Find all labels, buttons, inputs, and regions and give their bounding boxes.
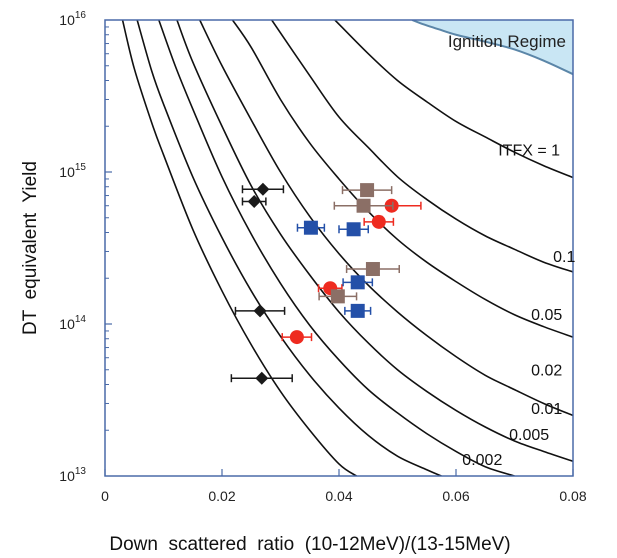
x-axis-title: Down scattered ratio (10-12MeV)/(13-15Me… (109, 534, 510, 555)
x-tick-label-1: 0.02 (208, 488, 235, 504)
point-s2-2 (342, 275, 374, 290)
itfx-curve-7 (121, 20, 358, 476)
x-tick-label-4: 0.08 (559, 488, 586, 504)
itfx-curve-4 (176, 20, 573, 463)
marker-square (365, 262, 380, 277)
ignition-regime-boundary (411, 20, 573, 76)
marker-square (350, 303, 365, 318)
itfx-curve-5 (158, 20, 515, 476)
itfx-curves (121, 20, 573, 476)
marker-diamond (253, 304, 267, 318)
point-s0-0 (241, 182, 285, 196)
data-points (230, 182, 422, 385)
curve-label-3: 0.02 (531, 362, 562, 379)
axis-ticks: 0 0.02 0.04 0.06 0.08 1013 1014 1015 1016 (59, 10, 587, 504)
point-s0-3 (230, 371, 293, 385)
curve-label-5: 0.005 (509, 427, 549, 444)
marker-diamond (255, 371, 269, 385)
y-tick-label-3: 1016 (59, 10, 86, 28)
point-s1-1 (363, 214, 395, 229)
marker-square (330, 289, 345, 304)
y-tick-label-2: 1015 (59, 162, 86, 180)
marker-circle (289, 330, 304, 345)
chart-labels: ITFX = 1 0.1 0.05 0.02 0.01 0.005 0.002 (462, 143, 575, 469)
marker-circle (371, 214, 386, 229)
marker-square (356, 198, 371, 213)
point-s3-0 (341, 183, 393, 198)
curve-label-4: 0.01 (531, 401, 562, 418)
point-s0-1 (241, 194, 267, 208)
itfx-curve-3 (199, 20, 573, 417)
point-s2-1 (338, 222, 369, 237)
plot-area (121, 20, 573, 476)
y-axis-title: DT equivalent Yield (20, 161, 41, 335)
itfx-curve-6 (136, 20, 442, 476)
ignition-regime-label: Ignition Regime (448, 32, 566, 51)
itfx-curve-2 (231, 20, 573, 338)
point-s2-3 (344, 303, 372, 318)
point-s3-1 (333, 198, 394, 213)
marker-square (346, 222, 361, 237)
marker-square (360, 183, 375, 198)
y-tick-label-1: 1014 (59, 314, 86, 332)
point-s1-3 (281, 330, 313, 345)
marker-square (350, 275, 365, 290)
curve-label-1: 0.1 (553, 249, 575, 266)
curve-label-0: ITFX = 1 (498, 143, 560, 160)
x-tick-label-0: 0 (101, 488, 109, 504)
point-s3-3 (318, 289, 358, 304)
marker-diamond (247, 194, 261, 208)
x-tick-label-2: 0.04 (325, 488, 352, 504)
point-s0-2 (234, 304, 286, 318)
itfx-curve-0 (334, 20, 573, 179)
curve-label-6: 0.002 (462, 452, 502, 469)
marker-square (303, 220, 318, 235)
point-s2-0 (296, 220, 326, 235)
point-s3-2 (345, 262, 401, 277)
y-tick-label-0: 1013 (59, 466, 86, 484)
curve-label-2: 0.05 (531, 307, 562, 324)
x-tick-label-3: 0.06 (442, 488, 469, 504)
marker-diamond (256, 182, 270, 196)
itfx-curve-1 (271, 20, 573, 273)
